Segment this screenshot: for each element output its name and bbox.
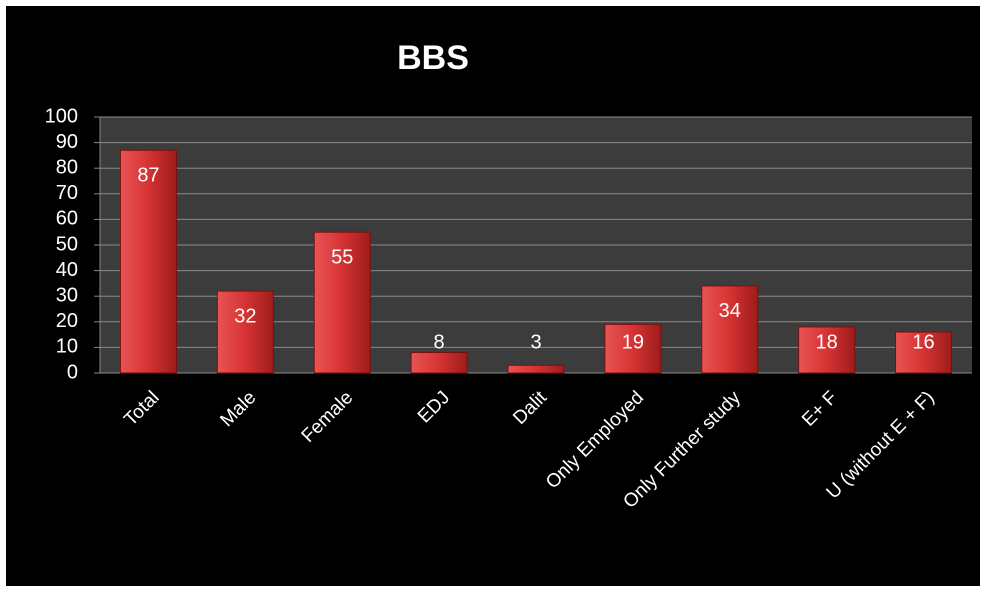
bar — [507, 364, 565, 374]
y-tick-label: 20 — [56, 310, 78, 332]
data-label: 55 — [331, 246, 353, 268]
data-label: 3 — [530, 331, 541, 353]
y-tick-label: 70 — [56, 182, 78, 204]
data-label: 18 — [816, 331, 838, 353]
bar — [895, 331, 953, 374]
bar — [604, 323, 662, 374]
data-label: 19 — [622, 331, 644, 353]
chart-title: BBS — [397, 39, 469, 77]
bar — [798, 326, 856, 374]
y-tick-label: 30 — [56, 284, 78, 306]
y-tick-label: 40 — [56, 259, 78, 281]
data-label: 8 — [434, 331, 445, 353]
data-label: 34 — [719, 300, 741, 322]
bar — [216, 290, 274, 374]
data-label: 87 — [137, 165, 159, 187]
y-tick-label: 10 — [56, 336, 78, 358]
y-tick-label: 60 — [56, 208, 78, 230]
bar — [119, 149, 177, 374]
y-tick-label: 50 — [56, 233, 78, 255]
y-tick-label: 80 — [56, 156, 78, 178]
bar — [313, 231, 371, 374]
bar — [410, 352, 468, 374]
y-tick-label: 90 — [56, 131, 78, 153]
y-tick-label: 100 — [45, 105, 78, 127]
bar — [701, 285, 759, 374]
data-label: 32 — [234, 305, 256, 327]
y-tick-label: 0 — [67, 361, 78, 383]
data-label: 16 — [912, 331, 934, 353]
